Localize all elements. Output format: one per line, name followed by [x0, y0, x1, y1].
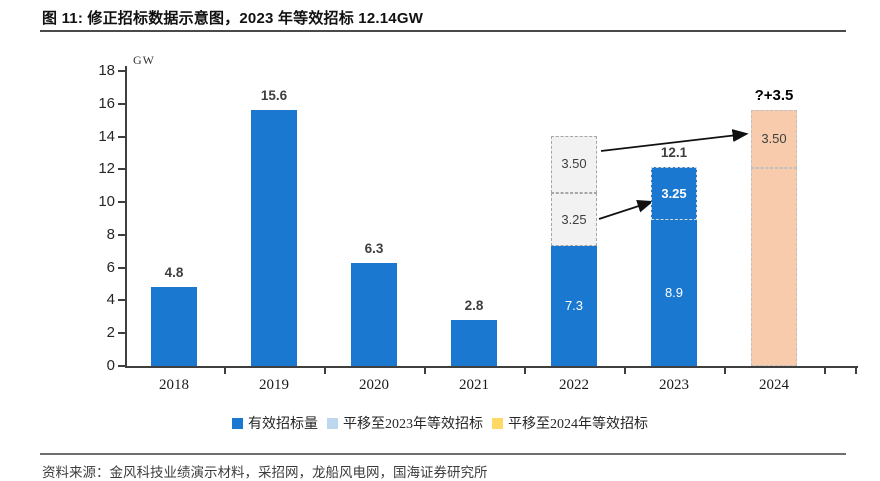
y-axis-tick	[118, 233, 125, 236]
bar-total-label-2024: ?+3.5	[754, 87, 794, 105]
y-axis-tick	[118, 135, 125, 138]
x-axis-category-2024: 2024	[759, 377, 789, 393]
figure-title: 图 11: 修正招标数据示意图，2023 年等效招标 12.14GW	[42, 10, 424, 27]
shift-arrow	[598, 200, 654, 220]
y-axis-line	[125, 66, 127, 368]
x-axis-tick	[824, 368, 826, 374]
footer-divider	[40, 453, 846, 455]
segment-value-label: 8.9	[664, 285, 684, 301]
legend-swatch-icon	[492, 417, 503, 429]
chart-legend: 有效招标量 平移至2023年等效招标 平移至2024年等效招标	[0, 412, 880, 434]
bar-total-label-2019: 15.6	[260, 88, 288, 104]
bar-segment-2024-1	[751, 167, 797, 366]
bar-segment-2023-1: 8.9	[651, 220, 697, 366]
bar-segment-2022-1: 7.3	[551, 246, 597, 366]
y-axis-tick	[118, 70, 125, 72]
bar-segment-2021-1	[451, 320, 497, 366]
x-axis-tick	[424, 368, 426, 374]
x-axis-tick	[224, 368, 226, 374]
legend-swatch-icon	[327, 417, 338, 429]
legend-item-3: 平移至2024年等效招标	[492, 413, 648, 433]
title-divider	[40, 30, 846, 32]
x-axis-category-2019: 2019	[259, 377, 289, 393]
y-axis-tick-label: 2	[106, 324, 115, 342]
y-axis-tick-label: 6	[106, 258, 115, 276]
x-axis-line	[125, 366, 858, 368]
y-axis-tick	[118, 365, 125, 367]
x-axis-category-2020: 2020	[359, 377, 389, 393]
y-axis-tick-label: 8	[106, 225, 115, 243]
bar-total-label-2023: 12.1	[660, 144, 688, 160]
x-axis-tick	[724, 368, 726, 374]
x-axis-tick	[324, 368, 326, 374]
y-axis-tick-label: 14	[98, 127, 115, 145]
legend-label: 有效招标量	[248, 417, 318, 432]
bar-total-label-2020: 6.3	[364, 240, 384, 256]
segment-value-label: 7.3	[564, 298, 584, 314]
x-axis-category-2018: 2018	[159, 377, 189, 393]
bar-segment-2020-1	[351, 262, 397, 366]
y-axis-tick-label: 12	[98, 160, 115, 178]
bar-segment-2018-1	[151, 287, 197, 366]
legend-label: 平移至2023年等效招标	[343, 417, 483, 432]
y-axis-tick-label: 16	[98, 94, 115, 112]
y-axis-tick-label: 10	[98, 193, 115, 211]
x-axis-tick	[524, 368, 526, 374]
segment-value-label: 3.50	[761, 131, 787, 146]
bar-segment-2024-2: 3.50	[751, 110, 797, 168]
y-axis-tick-label: 18	[98, 62, 115, 79]
x-axis-category-2021: 2021	[459, 377, 489, 393]
x-axis-tick	[855, 368, 857, 374]
bar-total-label-2021: 2.8	[464, 298, 484, 314]
legend-item-2: 平移至2023年等效招标	[327, 413, 483, 433]
legend-item-1: 有效招标量	[232, 413, 318, 433]
bar-segment-2023-2: 3.25	[651, 166, 697, 221]
y-axis-unit-label: GW	[133, 53, 155, 67]
segment-value-label: 3.25	[561, 211, 587, 227]
y-axis-tick	[118, 332, 125, 335]
bar-total-label-2018: 4.8	[164, 265, 184, 281]
bar-segment-2022-3: 3.50	[551, 135, 597, 194]
bar-segment-2019-1	[251, 110, 297, 366]
y-axis-tick	[118, 102, 125, 105]
y-axis-tick	[118, 168, 125, 171]
y-axis-tick	[118, 266, 125, 269]
x-axis-category-2023: 2023	[659, 377, 689, 393]
y-axis-tick-label: 0	[106, 357, 115, 374]
legend-swatch-icon	[232, 417, 243, 429]
x-axis-category-2022: 2022	[559, 377, 589, 393]
x-axis-tick	[624, 368, 626, 374]
source-note: 资料来源：金风科技业绩演示材料，采招网，龙船风电网，国海证券研究所	[42, 465, 488, 480]
y-axis-tick	[118, 299, 125, 302]
segment-value-label: 3.50	[561, 156, 587, 172]
y-axis-tick-label: 4	[106, 291, 115, 309]
legend-label: 平移至2024年等效招标	[508, 417, 648, 432]
segment-value-label: 3.25	[661, 185, 687, 201]
bar-segment-2022-2: 3.25	[551, 193, 597, 247]
y-axis-tick	[118, 201, 125, 204]
